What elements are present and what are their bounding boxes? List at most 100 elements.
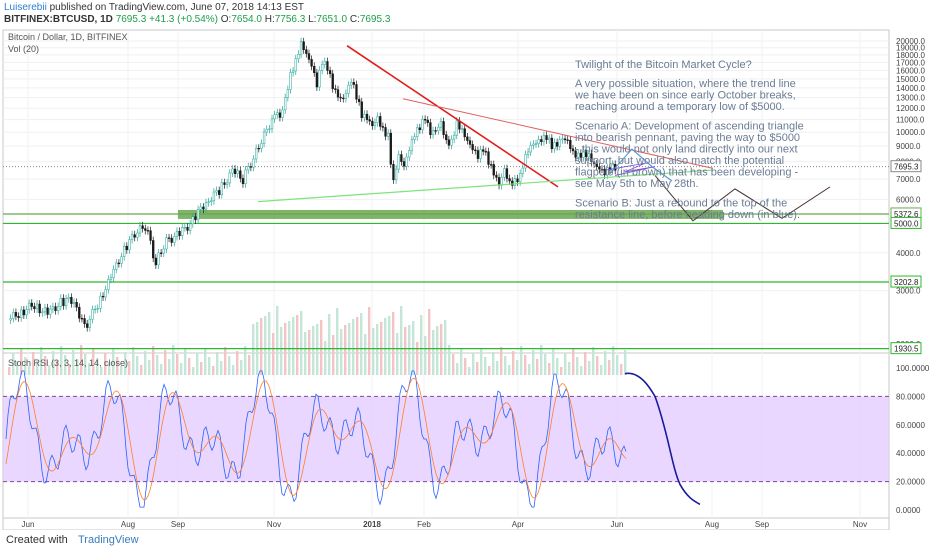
candle-body (402, 161, 406, 167)
candle-body (371, 120, 374, 127)
rsi-tick-label: 20.0000 (896, 478, 925, 487)
volume-bar (508, 365, 511, 375)
annotation-line: Scenario B: Just a rebound to the top of… (575, 198, 787, 210)
volume-bar (544, 354, 547, 375)
volume-bar (296, 315, 299, 375)
candle-body (550, 137, 553, 150)
volume-bar (264, 316, 267, 375)
candle-body (115, 262, 118, 270)
candle-body (526, 151, 530, 155)
annotation-line: see May 5th to May 28th. (575, 178, 699, 190)
candle-body (43, 307, 47, 313)
candle-body (17, 316, 20, 318)
price-tag-box (890, 216, 922, 229)
volume-bar (436, 326, 439, 375)
candle-body (555, 142, 559, 147)
candle-body (561, 138, 564, 141)
candle-body (181, 227, 184, 237)
candle-body (252, 158, 255, 168)
volume-bar (488, 366, 491, 375)
candle-body (204, 202, 208, 210)
volume-bar (136, 356, 139, 375)
stoch-rsi (3, 370, 889, 508)
volume-bar (568, 362, 571, 375)
price-tick-label: 13000.0 (896, 94, 925, 103)
candle-body (25, 309, 28, 316)
candle-body (178, 230, 181, 237)
candle-body (495, 174, 498, 178)
candle-body (563, 138, 567, 141)
volume-bar (444, 320, 447, 375)
candle-body (442, 121, 445, 135)
candle-body (405, 156, 408, 167)
rsi-title: Stoch RSI (3, 3, 14, 14, close) (8, 358, 128, 368)
volume-bar (484, 357, 487, 375)
volume-bar (124, 352, 127, 375)
candle-body (392, 163, 395, 181)
candle-body (331, 73, 334, 89)
candle-body (9, 318, 12, 321)
candle-body (159, 252, 163, 254)
candle-body (146, 230, 150, 232)
candle-body (532, 143, 535, 146)
volume-bar (624, 350, 627, 375)
volume-bar (552, 349, 555, 375)
volume-bar (580, 366, 583, 375)
candle-body (54, 306, 57, 311)
volume-bar (96, 358, 99, 375)
candle-body (109, 277, 113, 280)
candle-body (88, 319, 91, 328)
candle-body (476, 150, 480, 159)
candle-body (379, 116, 382, 127)
candle-body (365, 113, 369, 120)
candle-body (553, 142, 556, 150)
candle-body (189, 223, 192, 231)
candle-body (323, 61, 326, 65)
volume-bar (224, 347, 227, 375)
candle-body (20, 309, 23, 318)
candle-body (497, 177, 501, 186)
chart-canvas[interactable]: 20000.019000.018000.017000.016000.015000… (0, 26, 932, 530)
rsi-tick-label: 100.0000 (896, 364, 930, 373)
candle-body (579, 152, 583, 158)
candle-body (460, 128, 464, 130)
volume-bar (192, 367, 195, 375)
volume-bar (408, 325, 411, 375)
candle-body (350, 82, 353, 86)
publisher-line: Luiserebii published on TradingView.com,… (4, 2, 304, 13)
volume-bar (140, 365, 143, 375)
author-link[interactable]: Luiserebii (4, 2, 47, 13)
volume-bar (336, 308, 339, 375)
volume-bar (368, 307, 371, 375)
candle-body (479, 149, 482, 159)
volume-bar (32, 352, 35, 375)
candle-body (315, 72, 319, 88)
volume-bar (184, 349, 187, 375)
annotation-line: flagpole (in brown) that has been develo… (575, 167, 799, 179)
candle-body (592, 161, 596, 165)
candle-body (513, 178, 517, 186)
candle-body (503, 168, 506, 178)
rsi-tick-label: 80.0000 (896, 392, 925, 401)
candle-body (236, 170, 239, 174)
volume-bar (56, 360, 59, 375)
tradingview-logo[interactable]: TradingView (78, 534, 139, 546)
volume-bar (212, 366, 215, 375)
volume-bar (492, 352, 495, 375)
candle-body (455, 120, 458, 136)
annotation-line: - this would not only land directly into… (575, 144, 798, 156)
price-tick-label: 14000.0 (896, 84, 925, 93)
annotation-line: into bearish pennant, paving the way to … (575, 132, 800, 144)
rsi-axis-labels: 100.0000 80.0000 60.0000 40.0000 20.0000 0.00… (896, 364, 930, 515)
volume-bar (128, 361, 131, 375)
volume-bar (292, 317, 295, 375)
price-tag-box (890, 275, 922, 288)
volume-bar (412, 321, 415, 375)
candle-body (215, 190, 218, 193)
volume-bar (164, 350, 167, 375)
candle-body (400, 154, 403, 162)
price-tag-label: 7695.3 (894, 163, 919, 172)
candle-body (545, 135, 548, 140)
candle-body (144, 228, 147, 231)
